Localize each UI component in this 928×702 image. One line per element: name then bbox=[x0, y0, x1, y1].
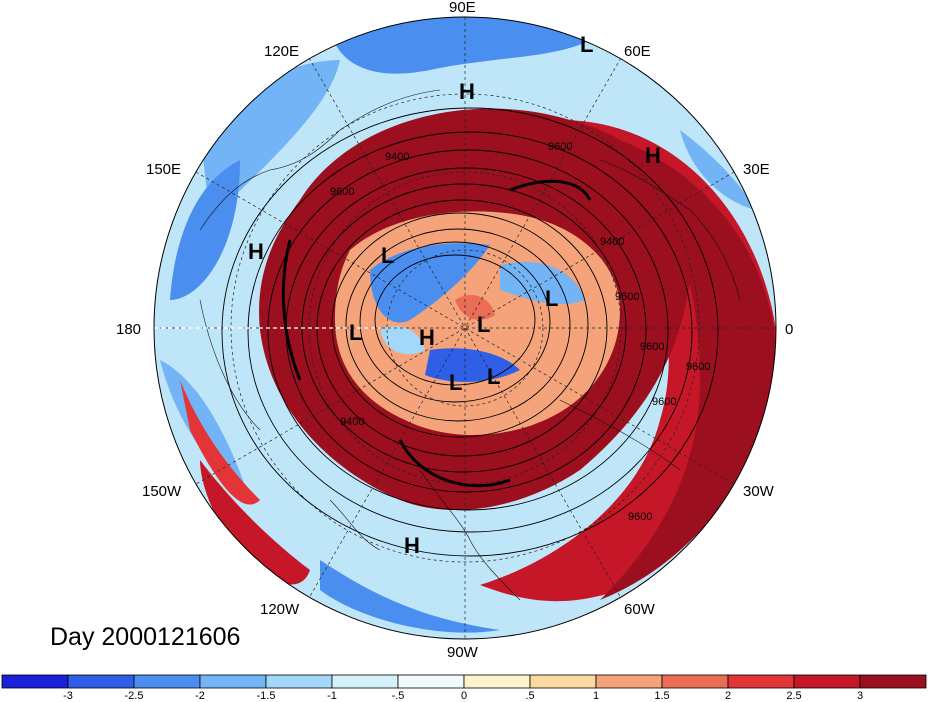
colorbar-tick-label: 3 bbox=[857, 690, 863, 702]
contour-label: 9400 bbox=[385, 151, 409, 163]
lon-label-150e: 150E bbox=[146, 161, 181, 178]
pressure-high: H bbox=[419, 325, 435, 350]
contour-label: 9600 bbox=[615, 291, 639, 303]
longitude-labels: 90E 60E 30E 0 30W 60W 90W 120W 150W 180 … bbox=[116, 0, 793, 661]
colorbar-swatch bbox=[265, 674, 333, 689]
colorbar-tick-label: -3 bbox=[63, 690, 73, 702]
contour-label: 9600 bbox=[652, 396, 676, 408]
lon-label-0: 0 bbox=[785, 321, 793, 338]
colorbar-swatch bbox=[463, 674, 531, 689]
pressure-low: L bbox=[449, 370, 462, 395]
colorbar-tick-label: -1.5 bbox=[257, 690, 276, 702]
colorbar-swatch bbox=[661, 674, 729, 689]
colorbar-swatch bbox=[1, 674, 69, 689]
contour-label: 9600 bbox=[330, 186, 354, 198]
contour-label: 9600 bbox=[686, 361, 710, 373]
colorbar-tick-label: 1 bbox=[593, 690, 599, 702]
lon-label-90e: 90E bbox=[449, 0, 476, 16]
lon-label-60e: 60E bbox=[624, 43, 651, 60]
lon-label-180: 180 bbox=[116, 321, 141, 338]
polar-map-disk: 9600 9400 9600 9400 9600 9600 9600 9600 … bbox=[154, 17, 776, 639]
colorbar-tick-label: -1 bbox=[327, 690, 337, 702]
colorbar-tick-label: -2.5 bbox=[125, 690, 144, 702]
colorbar-swatch bbox=[529, 674, 597, 689]
contour-label: 9600 bbox=[548, 141, 572, 153]
contour-label: 9400 bbox=[340, 416, 364, 428]
colorbar-tick-label: -.5 bbox=[392, 690, 405, 702]
colorbar-swatch bbox=[793, 674, 861, 689]
lon-label-150w: 150W bbox=[142, 483, 182, 500]
lon-label-120e: 120E bbox=[264, 43, 299, 60]
colorbar-tick-label: 0 bbox=[461, 690, 467, 702]
colorbar-tick-label: 2.5 bbox=[786, 690, 801, 702]
colorbar-tick-label: 1.5 bbox=[654, 690, 669, 702]
contour-lines bbox=[221, 107, 719, 557]
lon-label-120w: 120W bbox=[260, 601, 300, 618]
pressure-systems: L H H H L L L H L L L H bbox=[248, 32, 661, 558]
pressure-high: H bbox=[459, 79, 475, 104]
colorbar-swatch bbox=[595, 674, 663, 689]
pressure-high: H bbox=[645, 143, 661, 168]
pressure-low: L bbox=[545, 286, 558, 311]
contour-label: 9400 bbox=[600, 236, 624, 248]
colorbar-swatch bbox=[859, 674, 927, 689]
pressure-low: L bbox=[487, 364, 500, 389]
pressure-low: L bbox=[477, 312, 490, 337]
colorbar-swatch bbox=[727, 674, 795, 689]
pressure-low: L bbox=[381, 243, 394, 268]
colorbar-tick-label: 2 bbox=[725, 690, 731, 702]
lon-label-60w: 60W bbox=[624, 601, 656, 618]
lon-label-30e: 30E bbox=[743, 161, 770, 178]
contour-label: 9600 bbox=[628, 511, 652, 523]
colorbar-swatch bbox=[331, 674, 399, 689]
pressure-high: H bbox=[248, 239, 264, 264]
pressure-low: L bbox=[349, 320, 362, 345]
colorbar-swatch bbox=[199, 674, 267, 689]
pressure-low: L bbox=[580, 32, 593, 57]
colorbar-tick-label: -2 bbox=[195, 690, 205, 702]
colorbar-tick-label: .5 bbox=[525, 690, 534, 702]
contour-label: 9600 bbox=[640, 341, 664, 353]
coastlines bbox=[199, 89, 741, 601]
pressure-high: H bbox=[404, 533, 420, 558]
lon-label-30w: 30W bbox=[743, 483, 775, 500]
colorbar: -3 -2.5 -2 -1.5 -1 -.5 0 .5 1 1.5 2 2.5 3 bbox=[1, 674, 927, 702]
colorbar-swatch bbox=[133, 674, 201, 689]
colorbar-swatch bbox=[67, 674, 135, 689]
lon-label-90w: 90W bbox=[447, 644, 479, 661]
graticule bbox=[154, 17, 776, 639]
colorbar-swatch bbox=[397, 674, 465, 689]
date-label: Day 2000121606 bbox=[50, 623, 240, 651]
